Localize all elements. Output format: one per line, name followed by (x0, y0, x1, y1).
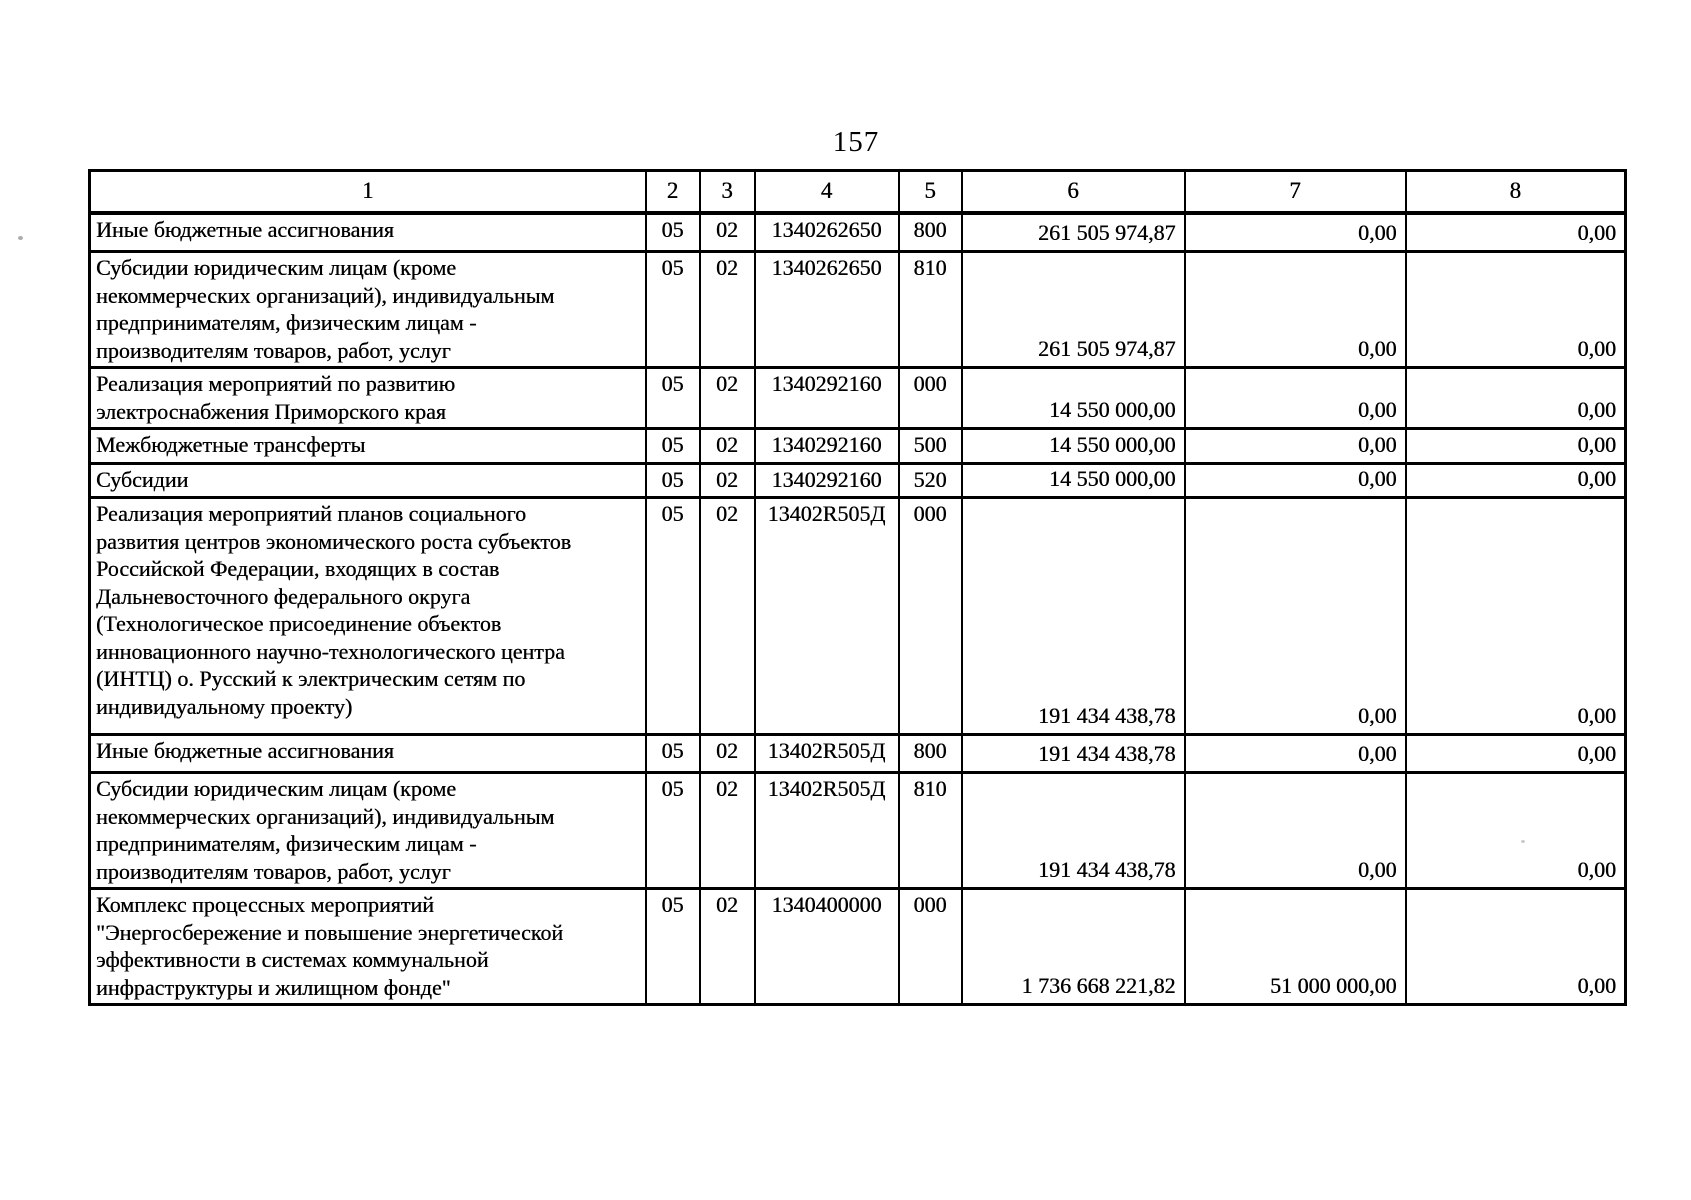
code-col3-cell: 02 (698, 211, 756, 253)
table-row: Субсидии 05 02 1340292160 520 14 550 000… (88, 462, 1627, 499)
code-col2-cell: 05 (644, 496, 701, 736)
code-col4-cell: 1340292160 (753, 366, 900, 430)
code-col2-cell: 05 (644, 887, 701, 1006)
amount-col8-cell: 0,00 (1404, 496, 1627, 736)
page-number: 157 (832, 126, 880, 158)
code-col3-cell: 02 (698, 427, 756, 465)
amount-col7-cell: 0,00 (1183, 366, 1407, 430)
code-col4-cell: 1340292160 (753, 427, 900, 465)
column-header: 1 (88, 169, 647, 215)
scan-artifact (18, 236, 23, 240)
item-name-cell: Субсидии юридическим лицам (кроме некомм… (88, 250, 647, 369)
column-header: 7 (1183, 169, 1407, 215)
code-col4-cell: 13402R505Д (753, 771, 900, 890)
code-col3-cell: 02 (698, 496, 756, 736)
code-col3-cell: 02 (698, 366, 756, 430)
code-col4-cell: 1340262650 (753, 211, 900, 253)
code-col2-cell: 05 (644, 211, 701, 253)
column-header: 5 (897, 169, 963, 215)
code-col2-cell: 05 (644, 366, 701, 430)
table-row: Иные бюджетные ассигнования 05 02 134026… (88, 211, 1627, 253)
amount-col8-cell: 0,00 (1404, 887, 1627, 1006)
amount-col6-cell: 191 434 438,78 (960, 733, 1186, 774)
amount-col6-cell: 14 550 000,00 (960, 366, 1186, 430)
code-col2-cell: 05 (644, 250, 701, 369)
code-col5-cell: 000 (897, 366, 963, 430)
item-name-cell: Межбюджетные трансферты (88, 427, 647, 465)
code-col4-cell: 1340292160 (753, 462, 900, 499)
amount-col8-cell: 0,00 (1404, 211, 1627, 253)
item-name-cell: Субсидии юридическим лицам (кроме некомм… (88, 771, 647, 890)
amount-col7-cell: 0,00 (1183, 211, 1407, 253)
amount-col7-cell: 0,00 (1183, 427, 1407, 465)
amount-col6-cell: 1 736 668 221,82 (960, 887, 1186, 1006)
amount-col7-cell: 0,00 (1183, 496, 1407, 736)
amount-col6-cell: 14 550 000,00 (960, 427, 1186, 465)
code-col5-cell: 810 (897, 771, 963, 890)
amount-col8-cell: 0,00 (1404, 462, 1627, 499)
scan-artifact (1521, 840, 1525, 843)
code-col5-cell: 800 (897, 733, 963, 774)
code-col5-cell: 800 (897, 211, 963, 253)
code-col2-cell: 05 (644, 427, 701, 465)
code-col3-cell: 02 (698, 887, 756, 1006)
amount-col8-cell: 0,00 (1404, 366, 1627, 430)
column-header: 4 (753, 169, 900, 215)
code-col3-cell: 02 (698, 250, 756, 369)
table-row: Реализация мероприятий по развитию элект… (88, 366, 1627, 430)
column-header: 3 (698, 169, 756, 215)
code-col4-cell: 1340262650 (753, 250, 900, 369)
code-col2-cell: 05 (644, 771, 701, 890)
table-row: Субсидии юридическим лицам (кроме некомм… (88, 250, 1627, 369)
item-name-cell: Субсидии (88, 462, 647, 499)
amount-col7-cell: 0,00 (1183, 771, 1407, 890)
code-col5-cell: 810 (897, 250, 963, 369)
column-header: 8 (1404, 169, 1627, 215)
code-col5-cell: 520 (897, 462, 963, 499)
table-row: Реализация мероприятий планов социальног… (88, 496, 1627, 736)
code-col5-cell: 000 (897, 887, 963, 1006)
item-name-cell: Комплекс процессных мероприятий "Энергос… (88, 887, 647, 1006)
table-body: Иные бюджетные ассигнования 05 02 134026… (88, 211, 1627, 1006)
amount-col8-cell: 0,00 (1404, 427, 1627, 465)
item-name-cell: Реализация мероприятий планов социальног… (88, 496, 647, 736)
code-col5-cell: 500 (897, 427, 963, 465)
column-header: 6 (960, 169, 1186, 215)
amount-col6-cell: 191 434 438,78 (960, 771, 1186, 890)
table-row: Комплекс процессных мероприятий "Энергос… (88, 887, 1627, 1006)
amount-col7-cell: 0,00 (1183, 250, 1407, 369)
amount-col8-cell: 0,00 (1404, 250, 1627, 369)
amount-col8-cell: 0,00 (1404, 733, 1627, 774)
code-col4-cell: 1340400000 (753, 887, 900, 1006)
code-col2-cell: 05 (644, 733, 701, 774)
amount-col6-cell: 14 550 000,00 (960, 462, 1186, 499)
amount-col7-cell: 51 000 000,00 (1183, 887, 1407, 1006)
amount-col8-cell: 0,00 (1404, 771, 1627, 890)
code-col2-cell: 05 (644, 462, 701, 499)
item-name-cell: Иные бюджетные ассигнования (88, 733, 647, 774)
item-name-cell: Иные бюджетные ассигнования (88, 211, 647, 253)
amount-col7-cell: 0,00 (1183, 462, 1407, 499)
amount-col7-cell: 0,00 (1183, 733, 1407, 774)
amount-col6-cell: 191 434 438,78 (960, 496, 1186, 736)
amount-col6-cell: 261 505 974,87 (960, 250, 1186, 369)
table-row: Субсидии юридическим лицам (кроме некомм… (88, 771, 1627, 890)
code-col3-cell: 02 (698, 771, 756, 890)
item-name-cell: Реализация мероприятий по развитию элект… (88, 366, 647, 430)
code-col4-cell: 13402R505Д (753, 496, 900, 736)
code-col3-cell: 02 (698, 462, 756, 499)
code-col4-cell: 13402R505Д (753, 733, 900, 774)
amount-col6-cell: 261 505 974,87 (960, 211, 1186, 253)
code-col5-cell: 000 (897, 496, 963, 736)
code-col3-cell: 02 (698, 733, 756, 774)
table-row: Иные бюджетные ассигнования 05 02 13402R… (88, 733, 1627, 774)
column-header: 2 (644, 169, 701, 215)
table-row: Межбюджетные трансферты 05 02 1340292160… (88, 427, 1627, 465)
